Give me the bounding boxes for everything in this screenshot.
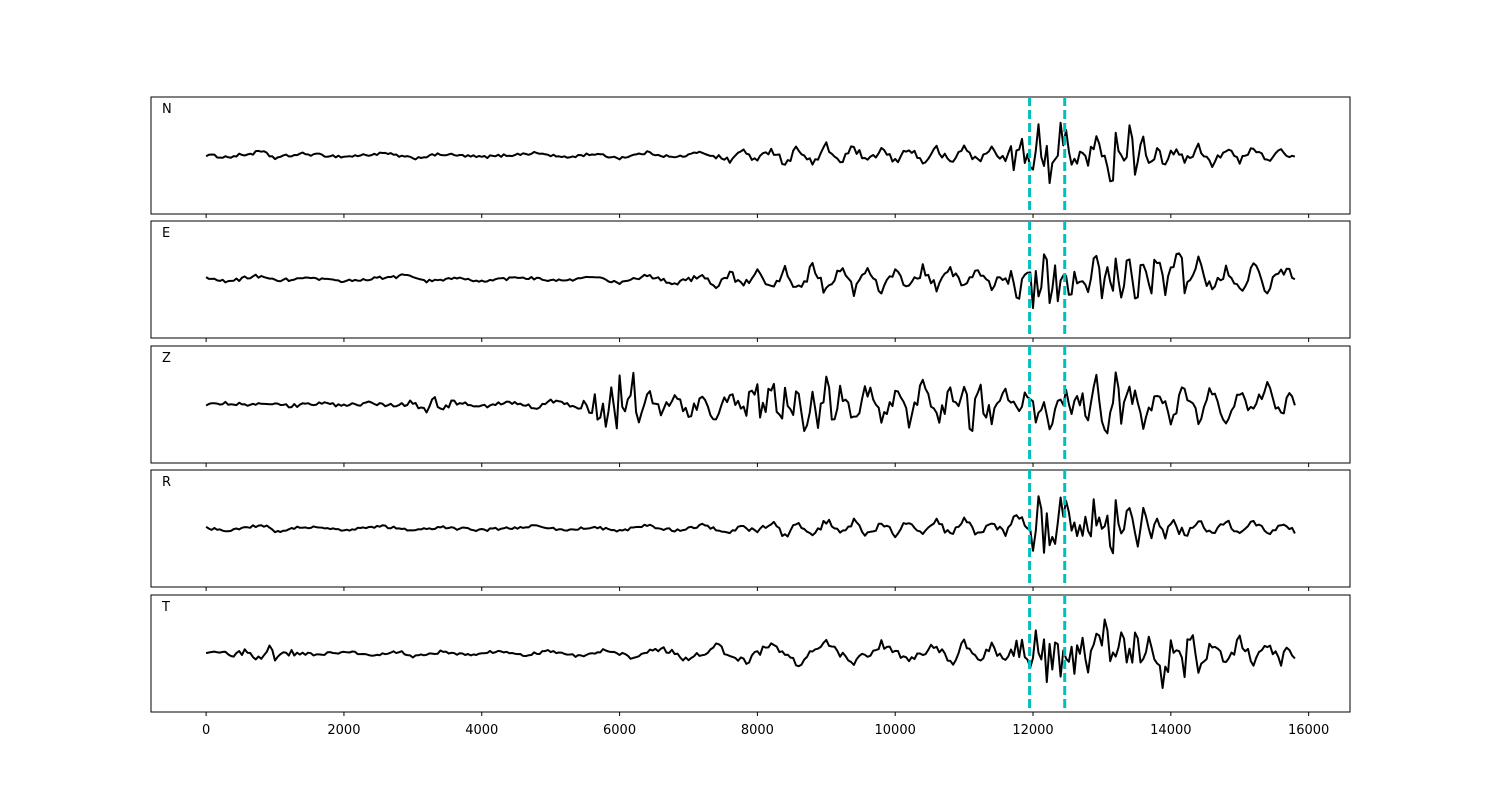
x-tick-label: 16000 [1288,723,1329,738]
panel-e: E [150,220,1351,342]
x-tick-label: 2000 [327,723,360,738]
panel-frame [150,469,1351,588]
panel-label-r: R [162,475,171,490]
panel-frame [150,345,1351,464]
panel-r: R [150,469,1351,591]
trace-t [205,618,1296,689]
panel-n: N [150,96,1351,218]
trace-z [205,371,1296,435]
x-tick-label: 6000 [603,723,636,738]
x-tick-label: 10000 [875,723,916,738]
trace-r [205,495,1296,555]
trace-e [205,252,1296,310]
x-tick-label: 12000 [1012,723,1053,738]
panel-frame [150,594,1351,713]
x-tick-label: 0 [202,723,210,738]
panel-frame [150,220,1351,339]
x-tick-label: 14000 [1150,723,1191,738]
panel-label-z: Z [162,351,171,366]
x-tick-label: 4000 [465,723,498,738]
panel-z: Z [150,345,1351,467]
trace-n [205,121,1296,185]
x-tick-label: 8000 [741,723,774,738]
panel-label-n: N [162,102,172,117]
panel-t: T 0 2000 4000 6000 8000 10000 12000 14000 16000 [150,594,1351,738]
panel-label-e: E [162,226,170,241]
panel-frame [150,96,1351,215]
panel-label-t: T [161,600,170,615]
